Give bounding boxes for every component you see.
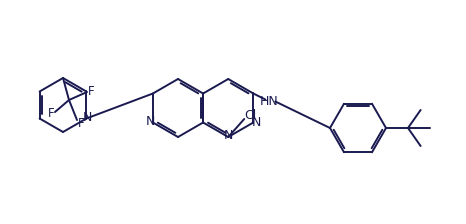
Text: N: N	[146, 115, 156, 128]
Text: F: F	[78, 116, 84, 129]
Text: N: N	[252, 116, 261, 129]
Text: HN: HN	[260, 95, 279, 108]
Text: Cl: Cl	[244, 108, 256, 121]
Text: F: F	[88, 84, 94, 97]
Text: F: F	[48, 106, 55, 119]
Text: N: N	[82, 111, 92, 124]
Text: N: N	[224, 129, 233, 142]
